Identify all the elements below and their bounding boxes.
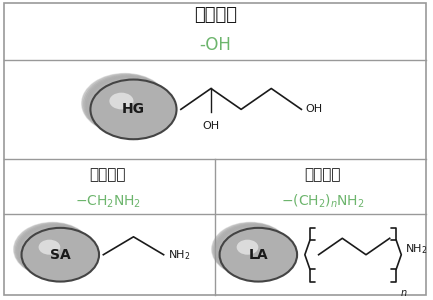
Circle shape (27, 232, 93, 278)
Text: $n$: $n$ (400, 287, 407, 298)
Text: SA: SA (50, 248, 71, 262)
Circle shape (223, 230, 291, 277)
Text: LA: LA (249, 248, 268, 262)
Circle shape (90, 80, 177, 139)
Circle shape (15, 223, 91, 276)
Text: -OH: -OH (199, 36, 231, 54)
Circle shape (84, 76, 168, 134)
Circle shape (20, 227, 92, 277)
Circle shape (16, 224, 92, 276)
Text: $-$CH$_2$NH$_2$: $-$CH$_2$NH$_2$ (74, 193, 141, 210)
Circle shape (214, 224, 290, 276)
Circle shape (91, 80, 169, 134)
Circle shape (212, 223, 289, 276)
Circle shape (222, 229, 291, 277)
Circle shape (96, 83, 170, 135)
Text: NH$_2$: NH$_2$ (405, 242, 427, 256)
Circle shape (217, 226, 290, 277)
Circle shape (23, 229, 93, 277)
Circle shape (218, 227, 290, 277)
Circle shape (87, 77, 169, 134)
Circle shape (24, 229, 93, 277)
Circle shape (19, 226, 92, 277)
Circle shape (213, 223, 290, 276)
Circle shape (82, 74, 168, 133)
Circle shape (224, 231, 291, 278)
Circle shape (110, 93, 133, 110)
Text: OH: OH (202, 121, 220, 131)
Circle shape (26, 231, 93, 278)
Text: NH$_2$: NH$_2$ (168, 248, 191, 262)
Circle shape (17, 225, 92, 277)
Circle shape (220, 228, 297, 282)
Text: 功能基团: 功能基团 (305, 167, 341, 182)
Text: HG: HG (122, 102, 145, 116)
Circle shape (90, 79, 169, 134)
Text: 功能基团: 功能基团 (194, 6, 237, 24)
Circle shape (83, 74, 168, 134)
Circle shape (216, 225, 290, 277)
Text: OH: OH (306, 104, 323, 114)
Circle shape (25, 230, 93, 277)
Circle shape (219, 228, 291, 277)
Circle shape (93, 81, 169, 134)
Circle shape (97, 84, 170, 135)
Circle shape (22, 228, 99, 282)
FancyBboxPatch shape (4, 3, 426, 296)
Circle shape (14, 223, 91, 276)
Circle shape (220, 229, 291, 277)
Circle shape (89, 78, 169, 134)
Text: $-$(CH$_2$)$_n$NH$_2$: $-$(CH$_2$)$_n$NH$_2$ (281, 193, 365, 210)
Circle shape (86, 76, 168, 134)
Circle shape (21, 228, 92, 277)
Circle shape (237, 240, 259, 255)
Circle shape (94, 82, 170, 134)
Text: 功能基团: 功能基团 (89, 167, 126, 182)
Circle shape (226, 232, 291, 278)
Circle shape (39, 240, 60, 255)
